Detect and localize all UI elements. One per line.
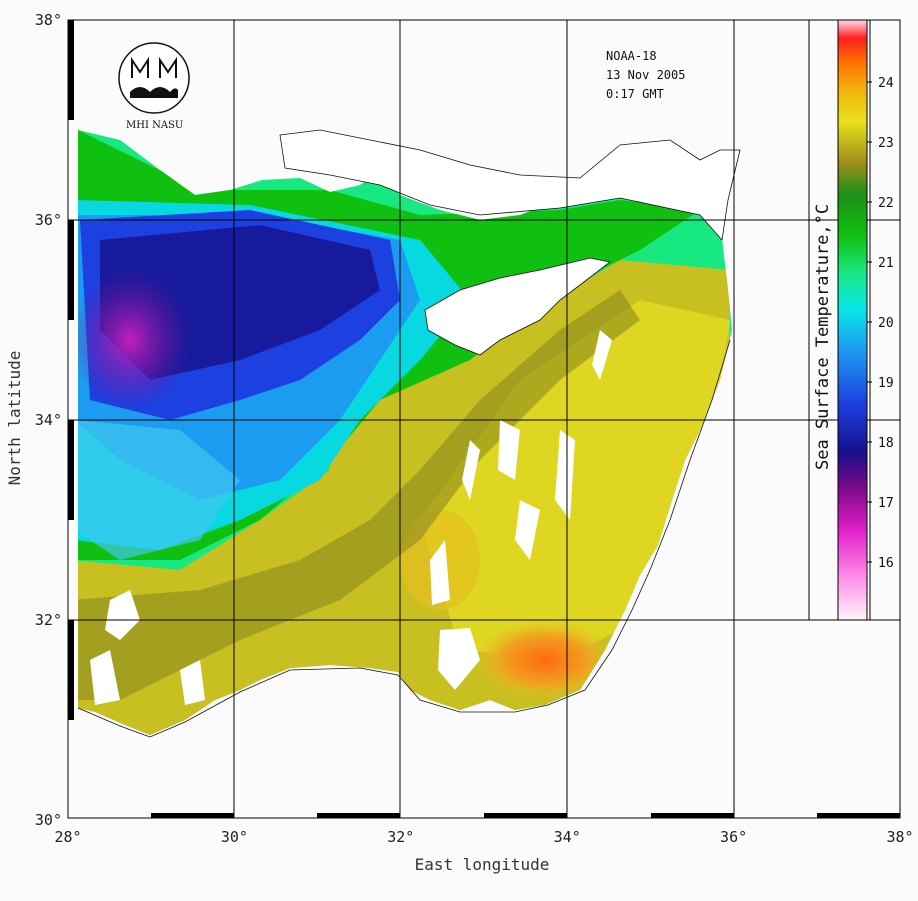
egypt-coast [77, 339, 731, 738]
cyprus-landmass [424, 257, 611, 356]
colorbar-tick-label: 22 [878, 196, 894, 211]
colorbar-tick-label: 16 [878, 556, 894, 571]
y-tick-label: 36° [35, 211, 62, 229]
bottom-scale-bar [151, 813, 900, 818]
x-tick-label: 30° [221, 828, 248, 846]
x-axis-label: East longitude [415, 855, 550, 874]
y-tick-label: 32° [35, 611, 62, 629]
x-tick-label: 34° [554, 828, 581, 846]
colorbar-tick-label: 18 [878, 436, 894, 451]
x-tick-label: 32° [387, 828, 414, 846]
x-tick-label: 38° [886, 828, 913, 846]
y-tick-label: 38° [35, 11, 62, 29]
satellite-date: 13 Nov 2005 [606, 68, 685, 82]
left-scale-bar [68, 20, 74, 720]
graticule [68, 20, 900, 818]
satellite-time: 0:17 GMT [606, 87, 664, 101]
colorbar-tick-label: 19 [878, 376, 894, 391]
colorbar-tick-label: 23 [878, 136, 894, 151]
colorbar-tick-label: 24 [878, 76, 894, 91]
y-axis-label: North latitude [5, 351, 24, 486]
x-tick-label: 28° [54, 828, 81, 846]
colorbar-tick-label: 17 [878, 496, 894, 511]
colorbar-title: Sea Surface Temperature,°C [813, 204, 833, 470]
mhi-logo-icon: MHI NASU [118, 42, 190, 131]
colorbar-gradient [837, 19, 868, 621]
colorbar-tick-label: 20 [878, 316, 894, 331]
colorbar: Sea Surface Temperature,°C 24 23 22 21 20 19 1… [808, 19, 894, 621]
satellite-name: NOAA-18 [606, 49, 657, 63]
y-tick-label: 30° [35, 811, 62, 829]
y-tick-label: 34° [35, 411, 62, 429]
x-tick-label: 36° [720, 828, 747, 846]
turkey-coast [279, 129, 741, 241]
colorbar-tick-label: 21 [878, 256, 894, 271]
logo-text: MHI NASU [126, 120, 183, 131]
